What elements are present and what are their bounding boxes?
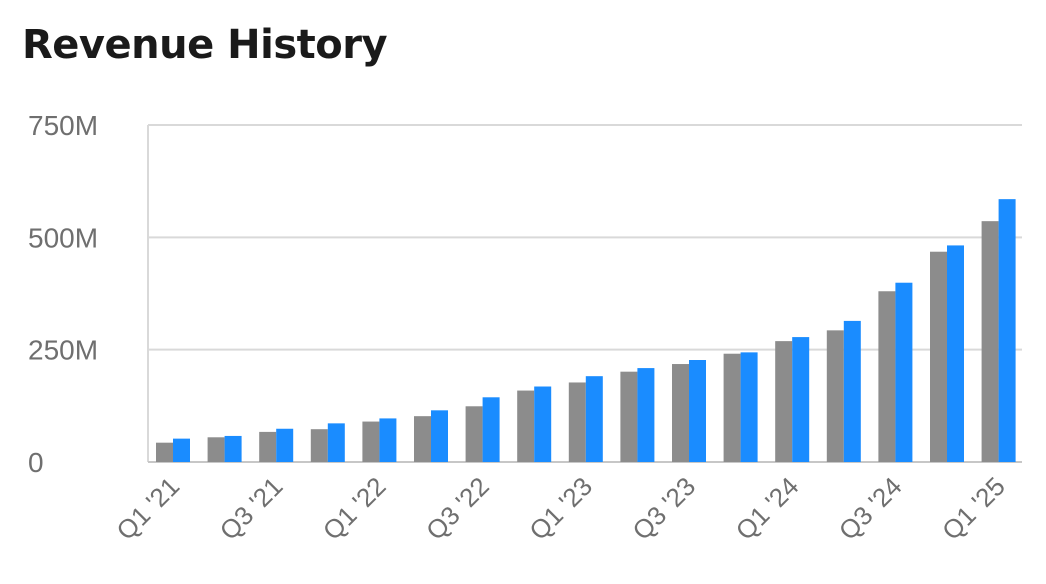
bar [379, 418, 397, 462]
x-tick-label: Q3 '21 [214, 471, 289, 546]
bar [585, 376, 603, 462]
x-axis-ticks: Q1 '21 Q3 '21 Q1 '22 Q3 '22 Q1 '23 Q3 '23 Q1 '… [110, 471, 1010, 546]
bar [998, 199, 1016, 462]
y-axis-ticks: 0 250M 500M 750M [28, 110, 98, 478]
y-tick-label: 500M [28, 222, 98, 253]
bar [156, 442, 173, 462]
bar [792, 337, 810, 462]
bar [327, 423, 345, 462]
x-tick-label: Q1 '22 [317, 471, 392, 546]
bar [930, 251, 947, 462]
bar [637, 368, 655, 462]
x-tick-label: Q3 '22 [420, 471, 495, 546]
bar [465, 406, 483, 462]
bar [895, 282, 913, 462]
bar [775, 341, 793, 462]
chart-title: Revenue History [22, 22, 388, 68]
bar [276, 428, 294, 462]
bar [431, 410, 448, 462]
bar [826, 330, 844, 462]
bar [517, 390, 535, 462]
x-tick-label: Q3 '24 [833, 471, 908, 546]
bar [207, 437, 225, 462]
y-tick-label: 250M [28, 335, 98, 366]
x-tick-label: Q3 '23 [626, 471, 701, 546]
bar [173, 438, 190, 462]
bar [568, 382, 586, 462]
bar [843, 320, 861, 462]
bar [362, 421, 380, 462]
x-tick-label: Q1 '21 [110, 471, 185, 546]
bar [981, 221, 999, 462]
bar [620, 371, 638, 462]
gridlines [147, 124, 1022, 463]
bar [723, 353, 741, 462]
x-tick-label: Q1 '23 [523, 471, 598, 546]
bars [156, 199, 1016, 462]
bar [672, 364, 689, 462]
x-tick-label: Q1 '24 [730, 471, 805, 546]
bar [534, 386, 552, 462]
bar [259, 431, 277, 462]
bar [310, 429, 328, 462]
bar [740, 352, 758, 462]
bar [947, 245, 964, 462]
bar [482, 397, 500, 462]
y-tick-label: 0 [28, 447, 44, 478]
bar [878, 291, 896, 462]
bar [689, 360, 706, 462]
y-tick-label: 750M [28, 110, 98, 141]
bar [224, 435, 242, 462]
x-tick-label: Q1 '25 [936, 471, 1011, 546]
bar [414, 416, 431, 462]
